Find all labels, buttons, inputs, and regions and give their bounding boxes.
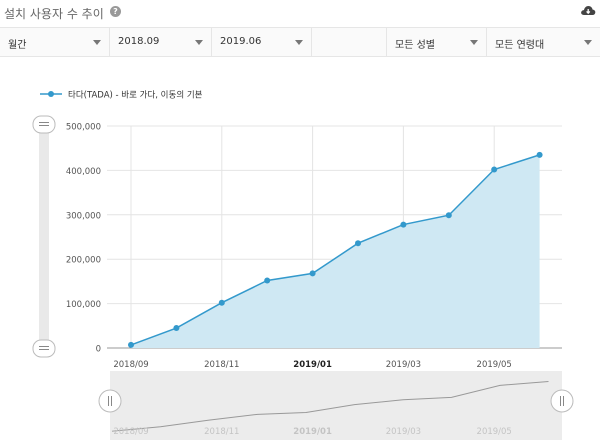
end-month-select[interactable]: 2019.06 (212, 28, 312, 56)
navigator-tick-label: 2019/01 (293, 427, 332, 437)
data-point[interactable] (173, 325, 180, 332)
page-title: 설치 사용자 수 추이 (4, 7, 104, 21)
series-area (131, 154, 540, 348)
chevron-down-icon (584, 40, 592, 45)
navigator-tick-label: 2018/11 (204, 427, 239, 437)
chevron-down-icon (470, 40, 478, 45)
data-point[interactable] (218, 299, 225, 306)
navigator-tick-label: 2019/03 (386, 427, 421, 437)
chart-area: 0 100,000 200,000 300,000 400,000 500,000 2018… (0, 58, 600, 440)
navigator-line (111, 381, 549, 432)
legend-label[interactable]: 타다(TADA) - 바로 가다, 이동의 기본 (68, 90, 203, 101)
end-month-label: 2019.06 (220, 36, 262, 47)
data-point[interactable] (491, 166, 498, 173)
data-point[interactable] (536, 151, 543, 158)
series-line (130, 154, 540, 346)
data-point[interactable] (309, 270, 316, 277)
y-tick-label: 300,000 (66, 211, 101, 221)
chevron-down-icon (93, 40, 101, 45)
navigator-right-handle[interactable] (550, 389, 574, 413)
data-point[interactable] (445, 212, 452, 219)
navigator-background[interactable] (110, 371, 562, 440)
vertical-zoom-track (39, 126, 49, 350)
age-select[interactable]: 모든 연령대 (487, 28, 600, 56)
data-point[interactable] (264, 277, 271, 284)
help-icon[interactable]: ? (110, 6, 121, 17)
vertical-zoom-top-handle[interactable] (32, 115, 56, 134)
y-tick-label: 400,000 (66, 167, 101, 177)
chart-svg: 0 100,000 200,000 300,000 400,000 500,000 2018… (32, 90, 574, 440)
navigator-left-handle[interactable] (98, 389, 122, 413)
chevron-down-icon (295, 40, 303, 45)
vertical-zoom-bottom-handle[interactable] (32, 339, 56, 358)
x-tick-label: 2019/01 (293, 360, 332, 370)
start-month-select[interactable]: 2018.09 (110, 28, 212, 56)
start-month-label: 2018.09 (118, 36, 160, 47)
navigator-tick-label: 2019/05 (477, 427, 512, 437)
chevron-down-icon (195, 40, 203, 45)
filter-bar: 월간 2018.09 2019.06 모든 성별 모든 연령대 (0, 27, 600, 57)
x-tick-label: 2018/11 (204, 360, 239, 370)
age-select-label: 모든 연령대 (495, 40, 545, 51)
data-point[interactable] (355, 240, 361, 247)
legend-marker (48, 91, 54, 97)
x-tick-label: 2019/05 (477, 360, 512, 370)
data-point[interactable] (128, 341, 134, 348)
y-tick-label: 200,000 (66, 256, 101, 266)
gender-select[interactable]: 모든 성별 (387, 28, 487, 56)
header: 설치 사용자 수 추이 ? (0, 0, 600, 26)
y-tick-label: 100,000 (66, 300, 101, 310)
cloud-download-icon[interactable] (580, 4, 596, 18)
x-tick-label: 2018/09 (113, 360, 148, 370)
navigator-tick-label: 2018/09 (113, 427, 148, 437)
y-tick-label: 0 (96, 345, 101, 355)
x-tick-label: 2019/03 (386, 360, 421, 370)
gender-select-label: 모든 성별 (395, 40, 435, 51)
blank-filter (312, 28, 387, 56)
data-point[interactable] (400, 221, 407, 228)
period-select[interactable]: 월간 (0, 28, 110, 56)
y-tick-label: 500,000 (66, 123, 101, 133)
period-select-label: 월간 (8, 40, 27, 51)
